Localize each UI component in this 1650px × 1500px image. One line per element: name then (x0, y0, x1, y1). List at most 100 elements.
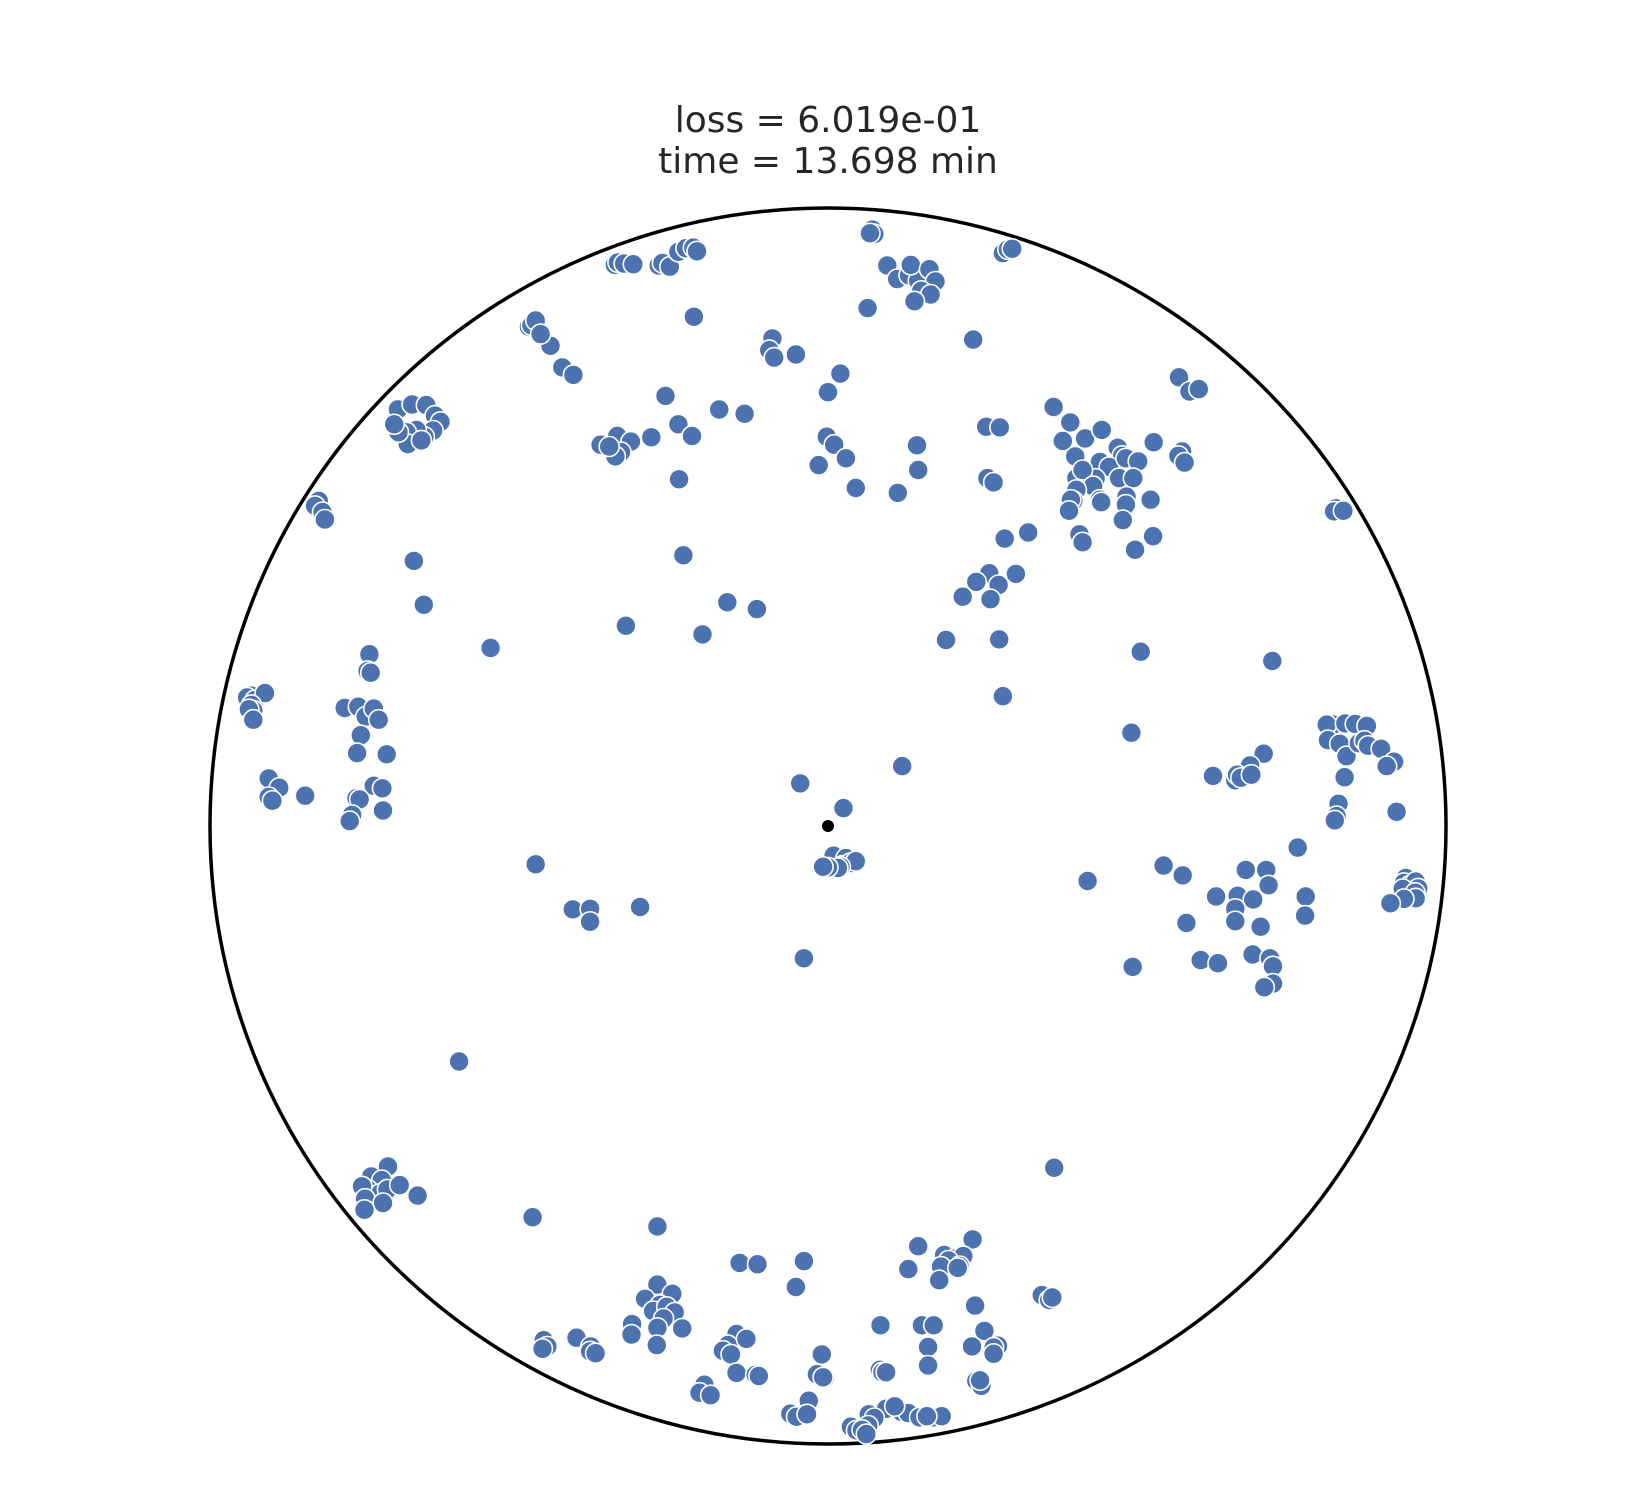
scatter-point-165 (346, 742, 368, 764)
scatter-point-59 (1122, 467, 1145, 489)
scatter-point-57 (1142, 431, 1165, 454)
scatter-point-132 (1017, 521, 1039, 544)
scatter-point-219 (812, 855, 834, 878)
scatter-point-271 (388, 1174, 411, 1196)
scatter-point-158 (359, 661, 382, 684)
scatter-point-70 (1090, 491, 1112, 514)
scatter-point-27 (856, 297, 879, 319)
scatter-point-289 (793, 1250, 815, 1272)
scatter-point-249 (1175, 912, 1198, 934)
scatter-point-29 (683, 305, 705, 328)
scatter-point-131 (993, 527, 1016, 550)
scatter-point-129 (615, 614, 637, 637)
scatter-point-130 (479, 637, 502, 659)
scatter-point-77 (1071, 531, 1094, 554)
scatter-point-228 (1171, 864, 1194, 887)
scatter-point-310 (584, 1342, 607, 1364)
scatter-point-182 (832, 797, 855, 819)
scatter-point-209 (1385, 800, 1408, 823)
scatter-point-258 (1121, 956, 1144, 978)
scatter-point-26 (1001, 238, 1024, 260)
scatter-point-171 (294, 784, 317, 807)
scatter-point-276 (907, 1235, 930, 1257)
scatter-point-103 (668, 468, 690, 491)
scatter-point-205 (1240, 763, 1263, 786)
scatter-point-141 (992, 685, 1014, 708)
scatter-point-181 (789, 772, 812, 795)
scatter-point-48 (1052, 430, 1074, 452)
scatter-point-314 (720, 1343, 742, 1366)
scatter-point-163 (367, 708, 390, 731)
scatter-point-223 (579, 910, 601, 933)
scatter-point-23 (903, 290, 926, 313)
scatter-point-328 (961, 1335, 983, 1358)
scatter-point-301 (620, 1323, 643, 1346)
scatter-point-260 (1043, 1157, 1065, 1179)
scatter-point-96 (598, 435, 621, 458)
scatter-point-144 (691, 623, 714, 646)
scatter-point-246 (1224, 910, 1247, 933)
scatter-point-151 (254, 682, 276, 704)
scatter-point-277 (961, 1228, 984, 1251)
scatter-point-89 (383, 413, 406, 436)
scatter-point-198 (1333, 766, 1356, 789)
scatter-point-239 (1235, 859, 1257, 881)
scatter-point-337 (1041, 1286, 1064, 1309)
scatter-point-90 (410, 429, 433, 452)
scatter-point-224 (629, 896, 651, 918)
scatter-point-102 (733, 402, 756, 425)
scatter-point-109 (907, 459, 930, 481)
scatter-point-247 (1294, 885, 1317, 908)
scatter-point-358 (883, 1395, 906, 1418)
scatter-point-101 (708, 398, 731, 421)
scatter-point-180 (891, 755, 914, 777)
scatter-point-241 (1257, 874, 1280, 897)
scatter-point-341 (812, 1366, 834, 1389)
scatter-point-319 (725, 1362, 748, 1384)
scatter-point-110 (844, 477, 867, 499)
chart-title-line-1: loss = 6.019e-01 (675, 100, 982, 141)
scatter-point-344 (875, 1361, 897, 1384)
scatter-point-270 (372, 1192, 394, 1214)
scatter-point-128 (412, 593, 435, 616)
scatter-point-45 (1188, 378, 1210, 400)
scatter-point-284 (946, 1257, 969, 1279)
scatter-point-250 (1249, 915, 1272, 938)
scatter-point-210 (1286, 836, 1309, 859)
scatter-point-145 (1124, 538, 1146, 561)
scatter-point-208 (1324, 809, 1346, 832)
scatter-point-6 (622, 253, 645, 276)
scatter-point-47 (1059, 411, 1082, 434)
scatter-point-166 (375, 743, 398, 766)
scatter-point-97 (640, 426, 663, 449)
scatter-point-199 (1252, 742, 1275, 765)
scatter-point-324 (917, 1336, 939, 1358)
scatter-point-164 (349, 724, 372, 747)
disk-boundary-circle (208, 206, 1448, 1446)
scatter-point-99 (667, 413, 690, 436)
scatter-point-113 (988, 416, 1011, 439)
scatter-point-290 (785, 1276, 807, 1298)
scatter-point-288 (746, 1253, 769, 1275)
scatter-point-139 (935, 629, 957, 651)
scatter-point-178 (338, 810, 361, 832)
scatter-point-318 (699, 1384, 722, 1406)
scatter-point-105 (823, 433, 846, 456)
scatter-point-272 (406, 1184, 429, 1207)
scatter-point-69 (1139, 488, 1162, 511)
scatter-point-138 (979, 588, 1002, 611)
chart-title-line-2: time = 13.698 min (658, 141, 998, 182)
scatter-point-146 (1129, 640, 1152, 663)
scatter-point-326 (964, 1294, 986, 1317)
scatter-point-140 (988, 628, 1011, 651)
scatter-point-155 (242, 708, 265, 731)
scatter-point-174 (371, 777, 394, 800)
scatter-point-98 (654, 385, 677, 407)
scatter-point-50 (1091, 419, 1113, 441)
scatter-point-107 (807, 454, 830, 476)
scatter-point-323 (922, 1314, 945, 1337)
scatter-point-36 (562, 364, 585, 386)
scatter-point-350 (796, 1403, 818, 1426)
scatter-point-252 (1207, 952, 1229, 975)
